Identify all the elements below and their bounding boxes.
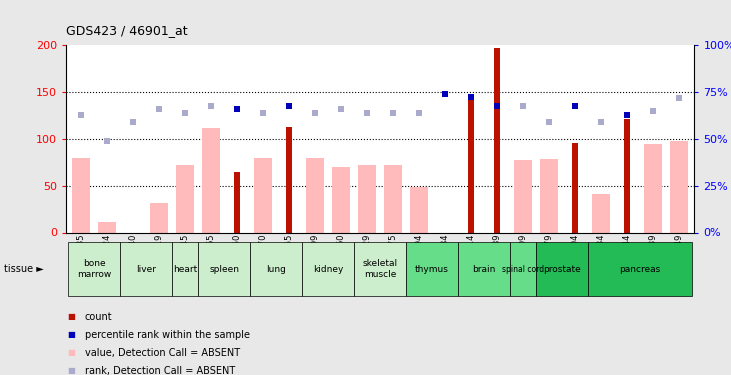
Bar [234,172,240,232]
Text: ■: ■ [68,366,75,375]
Text: lung: lung [266,265,286,274]
Text: spleen: spleen [209,265,239,274]
Bar [384,165,402,232]
Bar [121,242,173,296]
Text: rank, Detection Call = ABSENT: rank, Detection Call = ABSENT [85,366,235,375]
Text: pancreas: pancreas [619,265,661,274]
Bar [254,158,273,232]
Bar [644,144,662,232]
Bar [69,242,121,296]
Text: liver: liver [136,265,156,274]
Bar [510,242,536,296]
Bar [540,159,558,232]
Text: kidney: kidney [313,265,344,274]
Bar [588,242,692,296]
Bar [72,158,91,232]
Text: spinal cord: spinal cord [502,265,544,274]
Text: ■: ■ [68,348,75,357]
Bar [98,222,116,232]
Text: GDS423 / 46901_at: GDS423 / 46901_at [66,24,187,38]
Bar [572,144,578,232]
Text: bone
marrow: bone marrow [77,260,112,279]
Bar [354,242,406,296]
Bar [406,242,458,296]
Bar [670,141,688,232]
Bar [250,242,302,296]
Text: value, Detection Call = ABSENT: value, Detection Call = ABSENT [85,348,240,358]
Bar [592,194,610,232]
Bar [286,127,292,232]
Bar [202,128,220,232]
Text: percentile rank within the sample: percentile rank within the sample [85,330,250,340]
Text: thymus: thymus [415,265,449,274]
Bar [302,242,354,296]
Bar [306,158,325,232]
Text: ■: ■ [68,312,75,321]
Text: tissue ►: tissue ► [4,264,43,274]
Bar [493,48,500,232]
Bar [173,242,198,296]
Text: skeletal
muscle: skeletal muscle [363,260,398,279]
Text: prostate: prostate [543,265,581,274]
Bar [624,119,630,232]
Text: brain: brain [472,265,496,274]
Bar [198,242,250,296]
Bar [332,167,350,232]
Text: heart: heart [173,265,197,274]
Bar [176,165,194,232]
Bar [536,242,588,296]
Text: count: count [85,312,113,322]
Bar [150,202,168,232]
Text: ■: ■ [68,330,75,339]
Bar [458,242,510,296]
Bar [358,165,376,232]
Bar [514,160,532,232]
Bar [410,187,428,232]
Bar [468,94,474,232]
